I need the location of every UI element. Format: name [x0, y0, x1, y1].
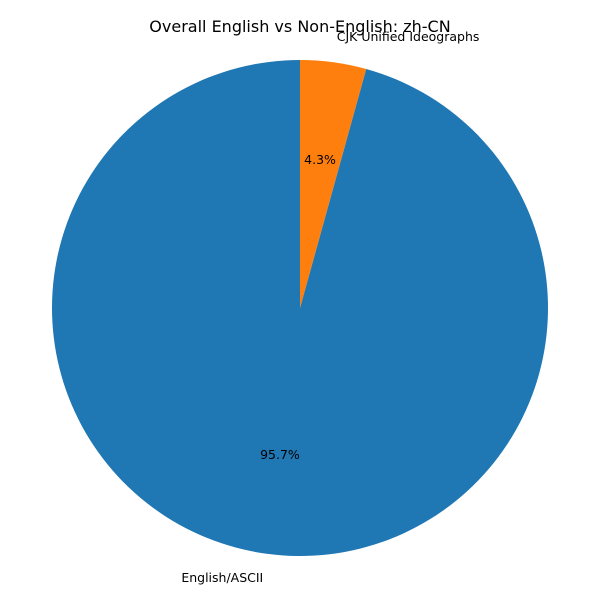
- slice-label-0: English/ASCII: [181, 570, 263, 585]
- slice-pct-label-1: 4.3%: [304, 152, 336, 167]
- pie-slices: [51, 60, 548, 556]
- slice-label-1: CJK Unified Ideographs: [337, 29, 480, 44]
- slice-pct-label-0: 95.7%: [260, 447, 300, 462]
- chart-title: Overall English vs Non-English: zh-CN: [149, 17, 450, 36]
- pie-labels: English/ASCII 95.7% CJK Unified Ideographs…: [181, 29, 479, 585]
- pie-slice-1: [300, 60, 367, 308]
